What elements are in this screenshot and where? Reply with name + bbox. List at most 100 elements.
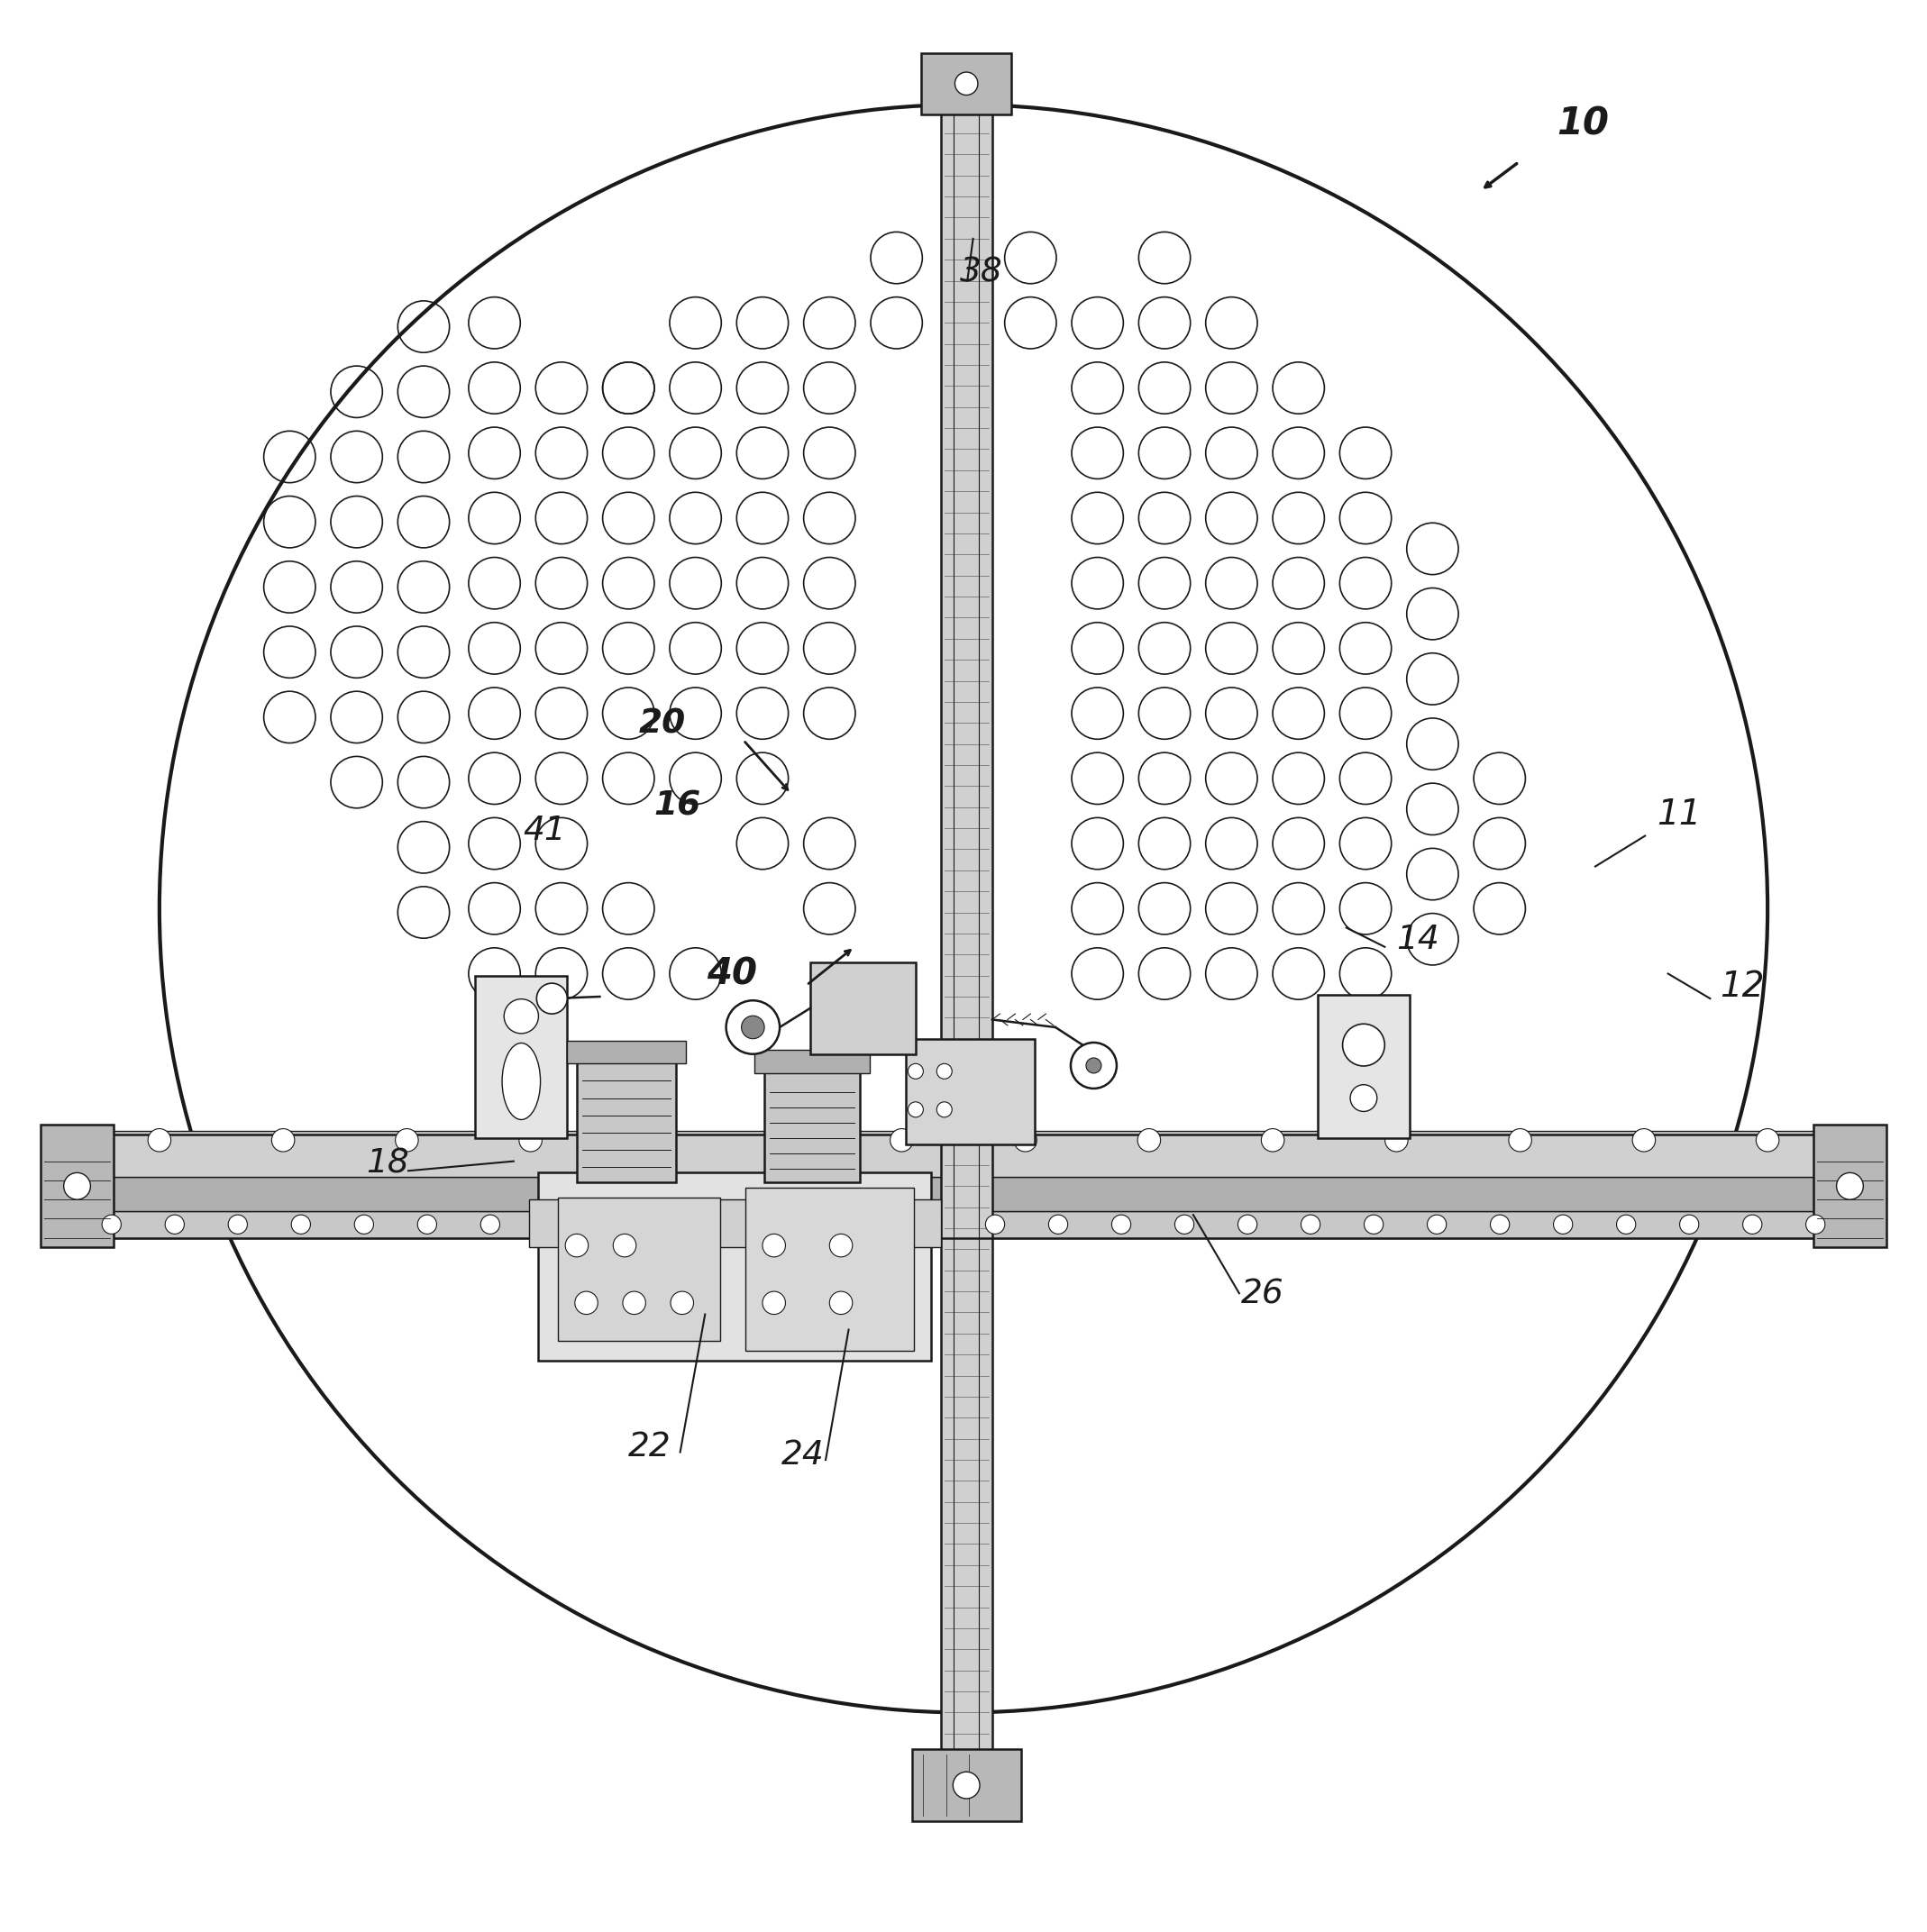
Circle shape [1237, 1215, 1256, 1235]
Circle shape [890, 1128, 913, 1151]
Circle shape [1680, 1215, 1700, 1235]
Circle shape [565, 1235, 588, 1258]
Text: 18: 18 [366, 1148, 409, 1180]
Text: 38: 38 [960, 255, 1002, 288]
Circle shape [543, 1215, 563, 1235]
Circle shape [227, 1215, 247, 1235]
Circle shape [908, 1101, 923, 1117]
Circle shape [1071, 1043, 1116, 1088]
Circle shape [671, 1215, 690, 1235]
Circle shape [908, 1065, 923, 1078]
Circle shape [767, 1128, 790, 1151]
Circle shape [1048, 1215, 1068, 1235]
Bar [940, 104, 992, 1774]
Circle shape [480, 1215, 499, 1235]
Circle shape [1386, 1128, 1409, 1151]
Circle shape [671, 1291, 694, 1314]
Circle shape [607, 1215, 626, 1235]
Bar [64, 1177, 1863, 1211]
Circle shape [829, 1291, 852, 1314]
Bar [538, 1173, 931, 1360]
Circle shape [1301, 1215, 1320, 1235]
Bar [1318, 995, 1409, 1138]
Circle shape [956, 71, 977, 95]
Circle shape [829, 1235, 852, 1258]
Text: 41: 41 [522, 815, 567, 848]
Circle shape [148, 1128, 172, 1151]
Circle shape [505, 999, 538, 1034]
Circle shape [1112, 1215, 1131, 1235]
Circle shape [1262, 1128, 1283, 1151]
Bar [1813, 1124, 1887, 1248]
Bar [911, 1748, 1021, 1822]
Bar [64, 1134, 1863, 1238]
Text: 40: 40 [707, 956, 757, 993]
Circle shape [1490, 1215, 1509, 1235]
Text: 24: 24 [782, 1439, 825, 1472]
Circle shape [1836, 1173, 1863, 1200]
Circle shape [518, 1128, 541, 1151]
Bar [576, 1049, 676, 1182]
Text: 20: 20 [640, 707, 686, 740]
Bar [811, 962, 915, 1055]
Circle shape [796, 1215, 815, 1235]
Text: 14: 14 [1397, 923, 1439, 956]
Bar [765, 1059, 859, 1182]
Circle shape [644, 1128, 665, 1151]
Circle shape [1755, 1128, 1779, 1151]
Bar [906, 1039, 1035, 1144]
Circle shape [732, 1215, 752, 1235]
Circle shape [536, 983, 567, 1014]
Circle shape [1742, 1215, 1761, 1235]
Circle shape [1509, 1128, 1532, 1151]
Bar [746, 1188, 913, 1350]
Bar [755, 1051, 869, 1072]
Circle shape [923, 1215, 942, 1235]
Text: 10: 10 [1557, 104, 1609, 143]
Circle shape [726, 1001, 780, 1055]
Ellipse shape [503, 1043, 540, 1121]
Text: 12: 12 [1719, 970, 1765, 1005]
Bar [64, 1211, 1863, 1238]
Circle shape [1364, 1215, 1384, 1235]
Circle shape [954, 1772, 979, 1799]
Circle shape [291, 1215, 310, 1235]
Circle shape [166, 1215, 185, 1235]
Text: 11: 11 [1657, 798, 1702, 833]
Circle shape [355, 1215, 374, 1235]
Circle shape [742, 1016, 765, 1039]
Bar [567, 1041, 686, 1065]
Circle shape [574, 1291, 597, 1314]
Bar [557, 1198, 721, 1341]
Circle shape [763, 1235, 786, 1258]
Circle shape [1175, 1215, 1195, 1235]
Circle shape [985, 1215, 1004, 1235]
Circle shape [102, 1215, 121, 1235]
Text: 16: 16 [653, 790, 700, 823]
Circle shape [1553, 1215, 1572, 1235]
Circle shape [1087, 1059, 1102, 1072]
Circle shape [1014, 1128, 1037, 1151]
Circle shape [613, 1235, 636, 1258]
Circle shape [1617, 1215, 1636, 1235]
Circle shape [1632, 1128, 1655, 1151]
Circle shape [395, 1128, 418, 1151]
Circle shape [1806, 1215, 1825, 1235]
Bar [921, 52, 1012, 114]
Circle shape [937, 1065, 952, 1078]
Circle shape [1351, 1084, 1378, 1111]
Circle shape [622, 1291, 646, 1314]
Bar [476, 976, 567, 1138]
Circle shape [1137, 1128, 1160, 1151]
Circle shape [418, 1215, 437, 1235]
Circle shape [1343, 1024, 1386, 1066]
Text: 22: 22 [628, 1432, 671, 1464]
Circle shape [1428, 1215, 1447, 1235]
Circle shape [937, 1101, 952, 1117]
Circle shape [64, 1173, 91, 1200]
Bar [40, 1124, 114, 1248]
Bar [64, 1130, 1863, 1177]
Circle shape [859, 1215, 879, 1235]
Text: 26: 26 [1241, 1279, 1283, 1310]
Circle shape [272, 1128, 295, 1151]
